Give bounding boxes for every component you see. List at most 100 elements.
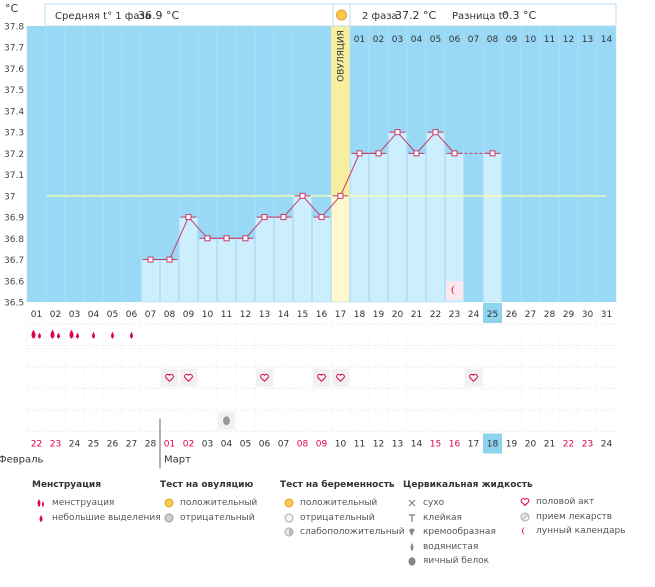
heart-icon: [520, 497, 530, 507]
temperature-bar: [483, 153, 502, 303]
temperature-line: [150, 131, 455, 261]
legend-title: Тест на овуляцию: [160, 480, 254, 490]
diff-value: 0.3 °C: [502, 9, 536, 22]
half-circle-icon: [284, 527, 294, 537]
calendar-date: 23: [582, 440, 593, 450]
luteal-day-label: 12: [563, 35, 574, 45]
phase1-value: 36.9 °C: [138, 9, 179, 22]
x-tick-label: 29: [563, 310, 575, 320]
luteal-day-label: 14: [601, 35, 613, 45]
calendar-date: 11: [354, 440, 365, 450]
x-tick-label: 15: [297, 310, 308, 320]
spotting-icon: [36, 513, 46, 523]
calendar-date: 27: [126, 440, 137, 450]
legend-item: лунный календарь: [516, 524, 626, 539]
y-tick-label: 37.5: [4, 86, 24, 96]
x-tick-label: 10: [202, 310, 214, 320]
x-tick-label: 17: [335, 310, 346, 320]
intercourse-cell: [313, 368, 330, 387]
x-tick-label: 26: [506, 310, 518, 320]
legend-item: отрицательный: [280, 511, 405, 526]
x-tick-label: 01: [31, 310, 42, 320]
temperature-point: [337, 192, 344, 199]
temperature-bar: [179, 216, 198, 303]
temperature-bar: [350, 153, 369, 303]
legend-pregnancy-test: Тест на беременность положительный отриц…: [280, 480, 405, 540]
calendar-date: 16: [449, 440, 461, 450]
month-prev-label: Февраль: [0, 455, 44, 466]
legend-item: небольшие выделения: [32, 511, 161, 526]
calendar-date: 28: [145, 440, 157, 450]
x-tick-label: 05: [107, 310, 118, 320]
luteal-day-label: 10: [525, 35, 537, 45]
menstruation-icon: [31, 329, 41, 339]
legend-item: менструация: [32, 496, 161, 511]
x-tick-label: 11: [221, 310, 232, 320]
calendar-date: 22: [31, 440, 42, 450]
x-tick-label: 31: [601, 310, 612, 320]
y-tick-label: 36.7: [4, 256, 24, 266]
t-icon: [407, 513, 417, 523]
today-cell: [483, 433, 502, 454]
menstruation-icon: [36, 498, 46, 508]
calendar-date: 19: [506, 440, 518, 450]
temperature-bar: [426, 131, 445, 303]
calendar-date: 25: [88, 440, 99, 450]
calendar-date: 23: [50, 440, 61, 450]
calendar-date: 22: [563, 440, 574, 450]
intercourse-cell: [180, 368, 197, 387]
temperature-bar: [198, 238, 217, 303]
y-tick-label: 36.5: [4, 299, 24, 309]
heart-icon: [184, 373, 193, 382]
calendar-date: 13: [392, 440, 403, 450]
y-tick-label: 37.3: [4, 129, 24, 139]
legend-item: кремообразная: [403, 525, 533, 540]
calendar-date: 08: [297, 440, 309, 450]
calendar-date: 24: [69, 440, 81, 450]
legend-item: половой акт: [516, 495, 626, 510]
y-tick-label: 36.6: [4, 277, 24, 287]
temperature-point: [185, 214, 192, 221]
egg-white-icon: [223, 416, 230, 426]
temperature-bar: [160, 259, 179, 303]
x-tick-label: 18: [354, 310, 366, 320]
legend-title: Менструация: [32, 480, 101, 490]
pill-icon: [520, 512, 530, 522]
temperature-bar: [331, 195, 350, 303]
legend-title: Тест на беременность: [280, 480, 395, 490]
x-tick-label: 07: [145, 310, 156, 320]
temperature-point: [432, 129, 439, 136]
sun-icon: [164, 498, 174, 508]
luteal-day-label: 02: [373, 35, 384, 45]
calendar-date: 10: [335, 440, 347, 450]
temperature-point: [147, 256, 154, 263]
luteal-day-label: 04: [411, 35, 423, 45]
temperature-point: [451, 150, 458, 157]
temperature-bar: [255, 216, 274, 303]
calendar-date: 06: [259, 440, 271, 450]
calendar-date: 05: [240, 440, 251, 450]
legend-item: сухо: [403, 496, 533, 511]
phase1-label: Средняя t° 1 фаза: [55, 11, 151, 22]
calendar-date: 01: [164, 440, 175, 450]
calendar-date: 21: [544, 440, 555, 450]
luteal-day-label: 06: [449, 35, 461, 45]
luteal-day-label: 01: [354, 35, 365, 45]
legend-other: половой акт прием лекарств лунный календ…: [516, 495, 626, 539]
temperature-bar: [407, 153, 426, 303]
cross-icon: [407, 498, 417, 508]
y-tick-label: 36.8: [4, 235, 24, 245]
y-tick-label: 37: [4, 192, 15, 202]
temperature-point: [356, 150, 363, 157]
x-tick-label: 16: [316, 310, 328, 320]
temperature-bar: [236, 238, 255, 303]
heart-icon: [336, 373, 345, 382]
x-tick-label: 02: [50, 310, 61, 320]
legend-item: прием лекарств: [516, 510, 626, 525]
menstruation-icon: [50, 329, 60, 339]
x-tick-label: 19: [373, 310, 385, 320]
legend-item: яичный белок: [403, 554, 533, 569]
sun-icon: [284, 498, 294, 508]
luteal-day-label: 08: [487, 35, 499, 45]
legend-item: положительный: [280, 496, 405, 511]
